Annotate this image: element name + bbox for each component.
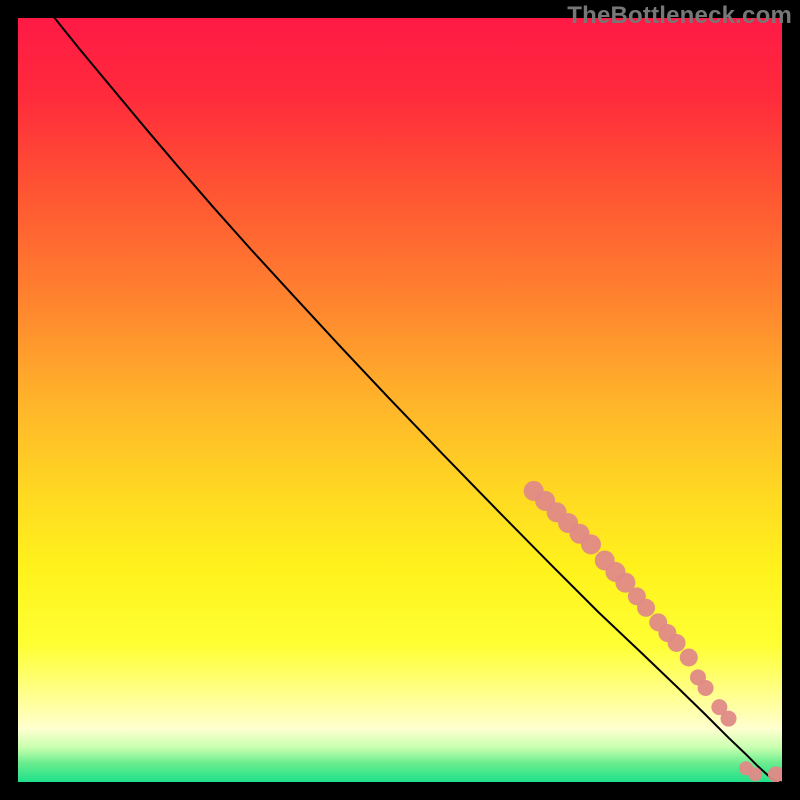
watermark-text: TheBottleneck.com [567,2,792,30]
data-marker [637,599,655,617]
data-marker [680,648,698,666]
data-marker [668,634,686,652]
bottleneck-curve [55,18,782,782]
plot-area [18,18,782,782]
data-marker [748,767,762,781]
stage: TheBottleneck.com [0,0,800,800]
data-marker [721,711,737,727]
data-marker [698,680,714,696]
data-marker [581,534,601,554]
chart-svg-overlay [18,18,782,782]
